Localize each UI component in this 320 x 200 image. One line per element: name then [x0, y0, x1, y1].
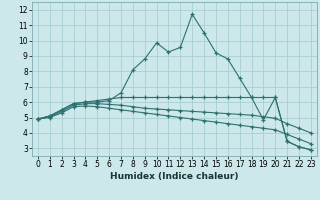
- X-axis label: Humidex (Indice chaleur): Humidex (Indice chaleur): [110, 172, 239, 181]
